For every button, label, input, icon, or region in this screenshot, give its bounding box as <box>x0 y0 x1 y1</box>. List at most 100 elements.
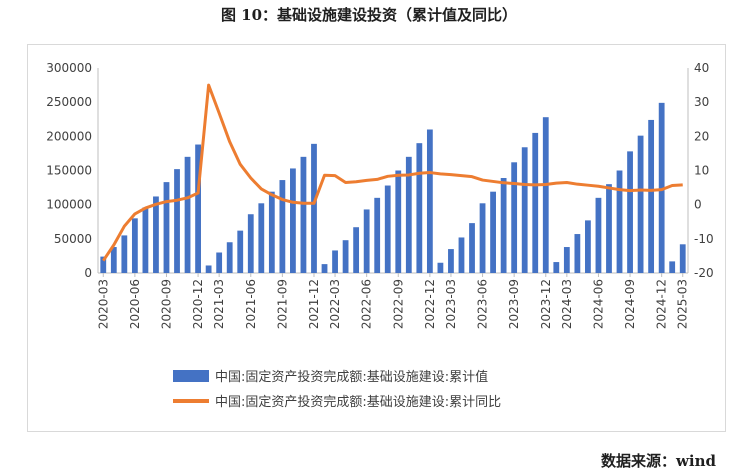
bar <box>195 144 201 273</box>
bar <box>416 143 423 273</box>
x-tick-label: 2024-03 <box>560 279 574 329</box>
bar <box>247 214 254 273</box>
bar <box>279 180 286 273</box>
x-tick-label: 2023-06 <box>476 279 490 329</box>
bar <box>563 247 570 273</box>
bar <box>606 184 612 273</box>
x-tick-label: 2020-06 <box>128 279 142 329</box>
bar <box>353 227 360 273</box>
bar <box>585 220 591 273</box>
bar <box>268 191 275 273</box>
bar <box>332 250 338 273</box>
bar <box>679 244 686 273</box>
bar <box>153 196 159 273</box>
bar <box>616 170 623 273</box>
bar <box>553 262 560 273</box>
legend-bar-swatch <box>173 370 209 382</box>
bar <box>479 203 486 273</box>
bar <box>574 234 581 273</box>
x-tick-label: 2024-12 <box>655 279 669 329</box>
left-tick-label: 150000 <box>46 164 92 178</box>
bar <box>100 256 107 273</box>
bar <box>426 129 433 273</box>
left-axis-ticks: 0 50000 100000 150000 200000 250000 300000 <box>46 61 92 280</box>
x-tick-label: 2023-03 <box>444 279 458 329</box>
x-tick-label: 2024-06 <box>591 279 605 329</box>
bar <box>374 197 381 273</box>
bar <box>290 168 296 273</box>
bar <box>627 151 633 273</box>
bar <box>648 119 655 273</box>
bar <box>363 209 370 273</box>
x-tick-label: 2021-09 <box>275 279 289 329</box>
line-series <box>102 83 683 262</box>
bar <box>542 117 549 273</box>
bar <box>490 191 496 273</box>
bar <box>500 178 507 273</box>
x-axis-ticks: 2020-03 2020-06 2020-09 2020-12 2021-03 2021-… <box>96 273 690 329</box>
legend-bar-label: 中国:固定资产投资完成额:基础设施建设:累计值 <box>215 369 488 385</box>
legend-line-label: 中国:固定资产投资完成额:基础设施建设:累计同比 <box>215 394 501 410</box>
bar <box>184 156 191 273</box>
bar <box>469 223 475 273</box>
bar <box>458 237 465 273</box>
chart-title: 图 10：基础设施建设投资（累计值及同比） <box>220 6 518 24</box>
bar-series <box>100 102 686 273</box>
right-tick-label: 10 <box>694 164 709 178</box>
bar <box>384 185 391 273</box>
bar <box>131 218 138 273</box>
x-tick-label: 2022-12 <box>423 279 437 329</box>
bar <box>142 207 149 273</box>
bar <box>311 143 317 273</box>
bar <box>121 235 128 273</box>
legend: 中国:固定资产投资完成额:基础设施建设:累计值 中国:固定资产投资完成额:基础设… <box>173 369 501 410</box>
right-tick-label: -20 <box>694 266 714 280</box>
bar <box>342 240 349 273</box>
left-tick-label: 50000 <box>54 232 92 246</box>
x-tick-label: 2024-09 <box>623 279 637 329</box>
x-tick-label: 2023-09 <box>507 279 521 329</box>
bar <box>237 230 244 273</box>
x-tick-label: 2022-06 <box>360 279 374 329</box>
bar <box>110 247 117 273</box>
x-tick-label: 2022-03 <box>328 279 342 329</box>
source-note: 数据来源：wind <box>600 452 716 470</box>
right-tick-label: 40 <box>694 61 709 75</box>
right-axis-ticks: -20 -10 0 10 20 30 40 <box>694 61 714 280</box>
x-tick-label: 2021-06 <box>244 279 258 329</box>
x-tick-label: 2020-12 <box>191 279 205 329</box>
x-tick-label: 2021-12 <box>307 279 321 329</box>
right-tick-label: 30 <box>694 95 709 109</box>
x-tick-label: 2025-03 <box>676 279 690 329</box>
bar <box>448 249 454 273</box>
bar <box>669 261 676 273</box>
bar <box>174 169 180 273</box>
right-tick-label: -10 <box>694 232 714 246</box>
bar <box>532 132 539 273</box>
x-tick-label: 2020-09 <box>159 279 173 329</box>
bar <box>205 265 212 273</box>
bar <box>226 242 233 273</box>
x-tick-label: 2023-12 <box>539 279 553 329</box>
bar <box>163 182 170 273</box>
bar <box>216 252 223 273</box>
bar <box>395 170 402 273</box>
chart-frame <box>27 44 726 432</box>
left-tick-label: 250000 <box>46 95 92 109</box>
series-line <box>102 83 683 262</box>
left-tick-label: 100000 <box>46 198 92 212</box>
bar <box>258 203 265 273</box>
bar <box>405 156 412 273</box>
bar <box>511 162 518 273</box>
right-tick-label: 20 <box>694 129 709 143</box>
bar <box>437 262 444 273</box>
bar <box>321 264 328 273</box>
x-tick-label: 2022-09 <box>391 279 405 329</box>
left-tick-label: 200000 <box>46 129 92 143</box>
x-tick-label: 2021-03 <box>212 279 226 329</box>
right-tick-label: 0 <box>694 198 702 212</box>
left-tick-label: 0 <box>84 266 92 280</box>
bar <box>521 147 528 273</box>
bar <box>637 135 644 273</box>
